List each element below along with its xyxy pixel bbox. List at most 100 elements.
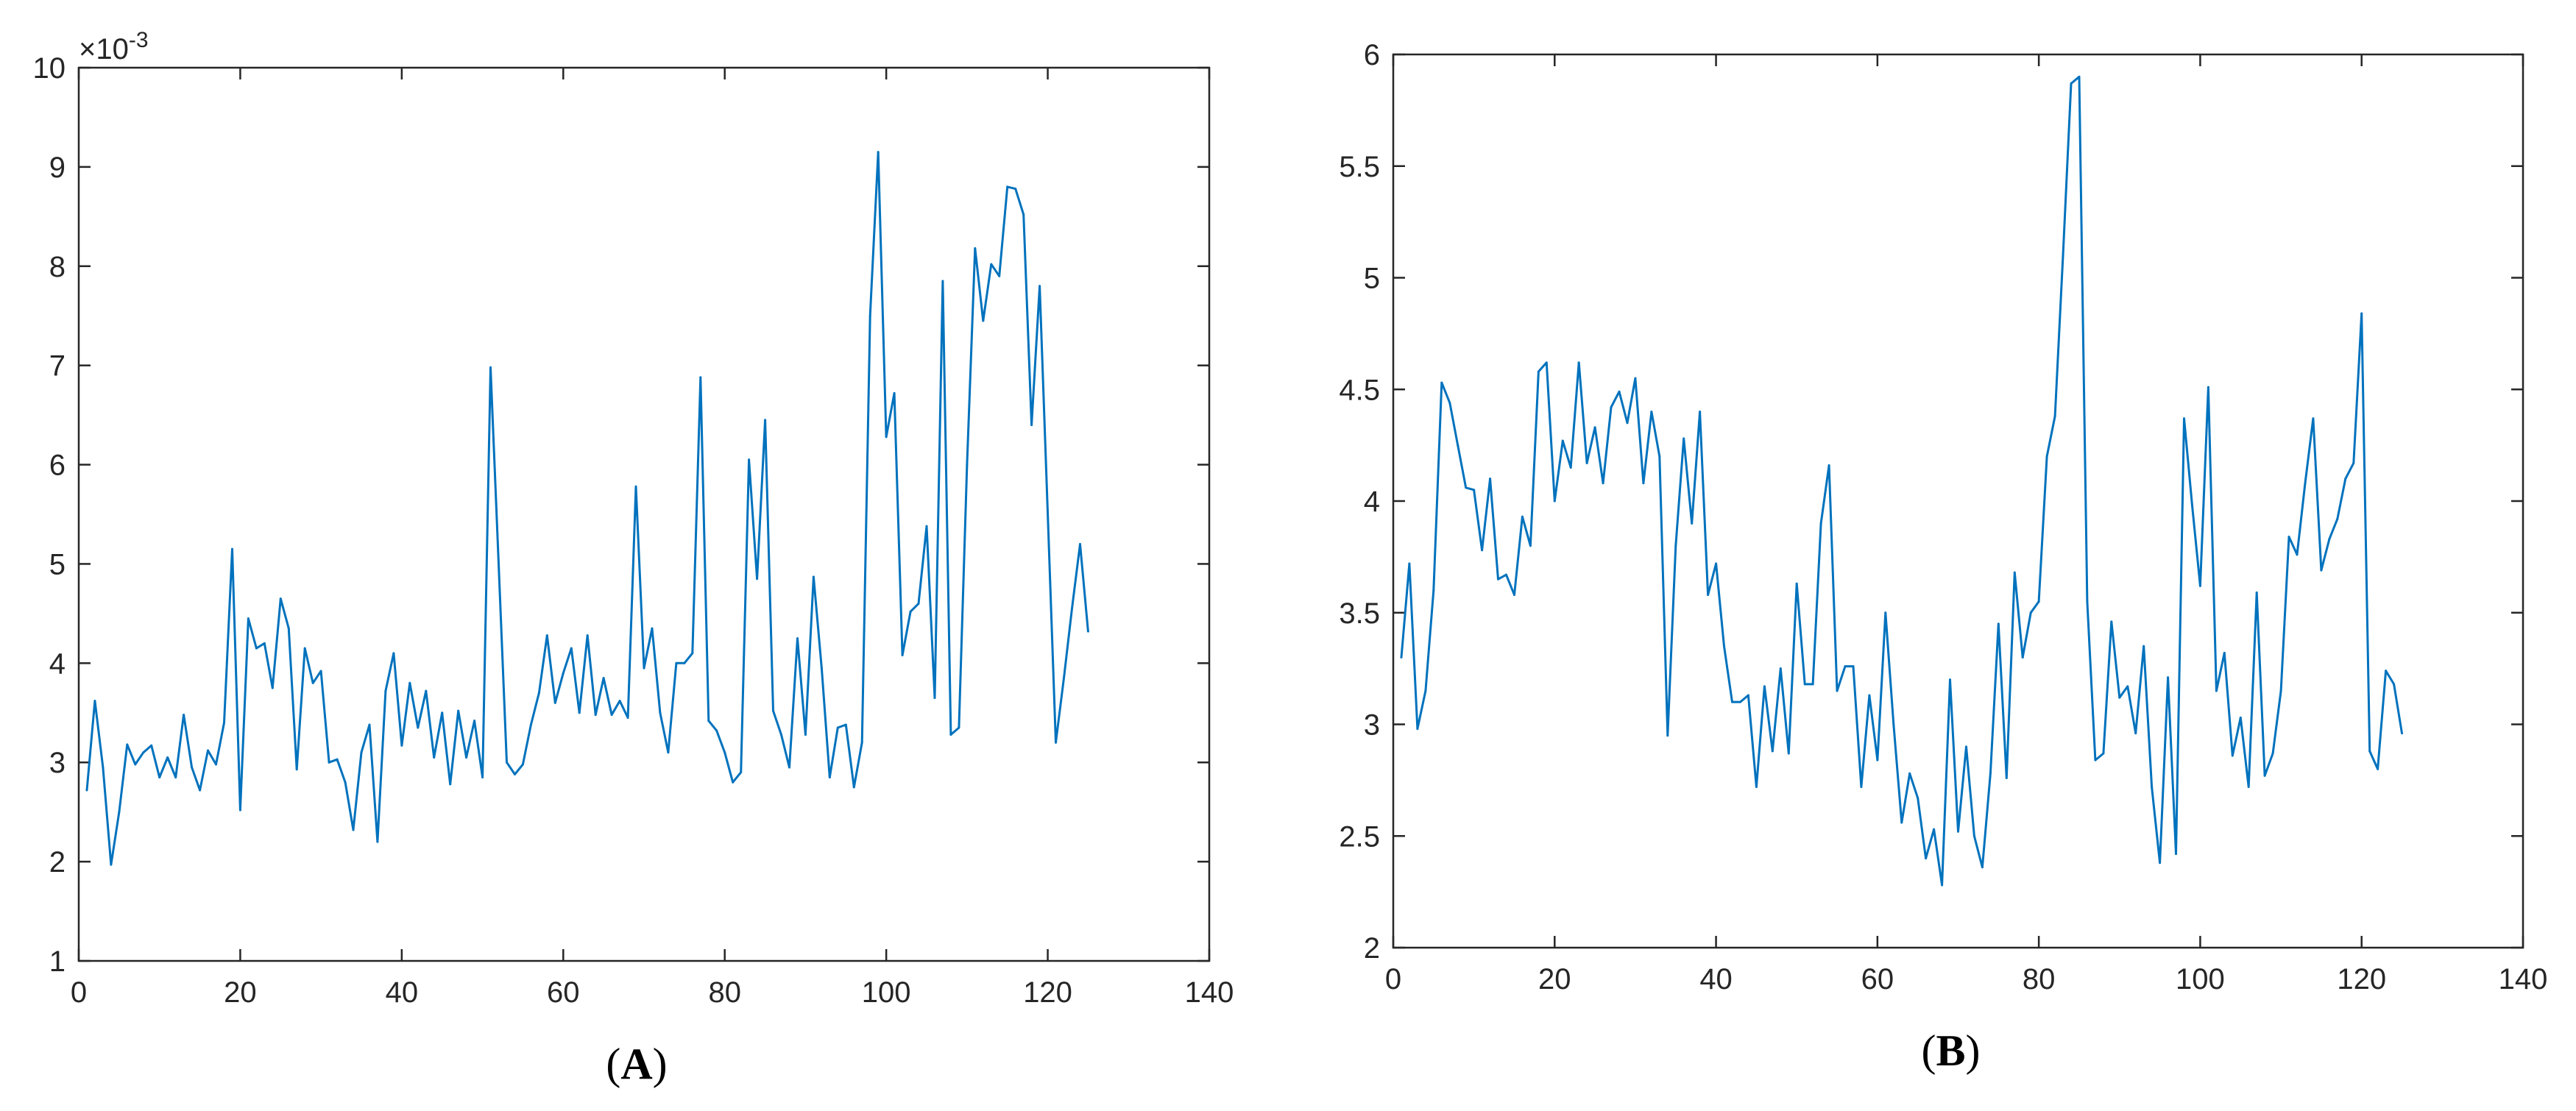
data-point — [2029, 611, 2032, 614]
data-point — [1030, 424, 1033, 427]
x-tick-label: 140 — [1185, 976, 1234, 1009]
y-tick-label: 1 — [49, 945, 66, 978]
data-point — [618, 700, 621, 703]
data-point — [1063, 677, 1066, 680]
data-point — [756, 578, 759, 581]
data-point — [570, 647, 573, 650]
y-tick-label: 3 — [49, 747, 66, 779]
data-point — [1489, 478, 1492, 480]
data-point — [2159, 862, 2162, 865]
data-point — [732, 781, 735, 784]
data-point — [360, 751, 363, 754]
data-point — [974, 246, 977, 249]
data-point — [1457, 444, 1459, 447]
data-point — [1803, 683, 1806, 686]
data-point — [1577, 361, 1580, 364]
data-point — [909, 610, 912, 613]
data-point — [699, 376, 702, 379]
data-point — [2190, 504, 2193, 507]
data-point — [2062, 254, 2064, 257]
data-point — [1610, 406, 1613, 409]
data-point — [498, 562, 500, 565]
data-point — [2312, 417, 2315, 420]
data-point — [2021, 656, 2024, 659]
data-point — [772, 709, 775, 712]
data-point — [2005, 776, 2008, 779]
data-point — [1738, 700, 1741, 703]
data-point — [1747, 694, 1749, 697]
data-point — [2368, 750, 2371, 753]
data-point — [643, 667, 645, 670]
data-point — [860, 741, 863, 744]
data-point — [1941, 884, 1944, 887]
data-point — [489, 366, 492, 369]
data-point — [1512, 593, 1515, 596]
data-point — [529, 723, 532, 726]
data-point — [2320, 569, 2323, 572]
data-point — [376, 840, 379, 843]
data-point — [142, 751, 145, 754]
data-point — [1666, 734, 1669, 737]
y-tick-label: 9 — [49, 152, 66, 184]
data-point — [328, 761, 330, 764]
data-point — [2223, 651, 2226, 654]
data-point — [1868, 694, 1871, 697]
data-point — [457, 709, 460, 712]
x-tick-label: 40 — [386, 976, 419, 1009]
data-point — [2352, 461, 2355, 464]
data-point — [2328, 538, 2331, 541]
data-point — [2207, 386, 2209, 388]
data-point — [893, 391, 896, 394]
data-point — [505, 761, 508, 764]
data-point — [562, 672, 565, 675]
data-point — [958, 726, 960, 729]
data-point — [715, 729, 718, 732]
y-tick-label: 5 — [49, 548, 66, 581]
exponent-base: ×10 — [79, 33, 129, 65]
data-point — [222, 721, 225, 724]
data-point — [1981, 866, 1984, 869]
data-point — [1521, 515, 1524, 518]
data-point — [1473, 489, 1476, 491]
data-point — [2102, 752, 2105, 755]
x-tick-label: 60 — [547, 976, 580, 1009]
data-point — [2175, 853, 2178, 856]
data-point — [2126, 685, 2129, 688]
data-point — [2167, 676, 2170, 679]
data-point — [93, 700, 96, 703]
data-point — [1771, 750, 1774, 753]
data-point — [998, 274, 1001, 277]
y-tick-label: 2.5 — [1339, 820, 1380, 853]
data-point — [2198, 584, 2201, 587]
data-point — [1892, 723, 1895, 725]
data-point — [295, 768, 298, 771]
x-tick-label: 20 — [1538, 963, 1571, 995]
data-point — [1448, 401, 1451, 404]
y-tick-label: 3 — [1364, 709, 1380, 742]
data-point — [1400, 656, 1403, 659]
y-tick-label: 2 — [49, 846, 66, 878]
data-point — [433, 756, 436, 759]
panel-label: (A) — [606, 1040, 667, 1088]
data-point — [2263, 774, 2266, 777]
data-point — [667, 751, 670, 754]
data-point — [2360, 312, 2363, 315]
data-point — [1972, 834, 1975, 837]
data-point — [2385, 670, 2388, 672]
y-tick-label: 3.5 — [1339, 597, 1380, 630]
data-point — [748, 458, 751, 461]
data-point — [2393, 683, 2396, 686]
data-point — [2215, 689, 2218, 692]
data-point — [1424, 689, 1427, 692]
data-point — [191, 766, 194, 769]
data-point — [207, 749, 210, 752]
data-point — [183, 713, 185, 716]
x-tick-label: 0 — [71, 976, 87, 1009]
data-point — [651, 627, 654, 630]
panel-label-close-paren: ) — [1966, 1026, 1981, 1075]
data-point — [2401, 732, 2404, 735]
data-point — [449, 783, 452, 786]
data-point — [723, 751, 726, 754]
data-point — [118, 811, 121, 814]
x-tick-label: 100 — [2176, 963, 2225, 995]
